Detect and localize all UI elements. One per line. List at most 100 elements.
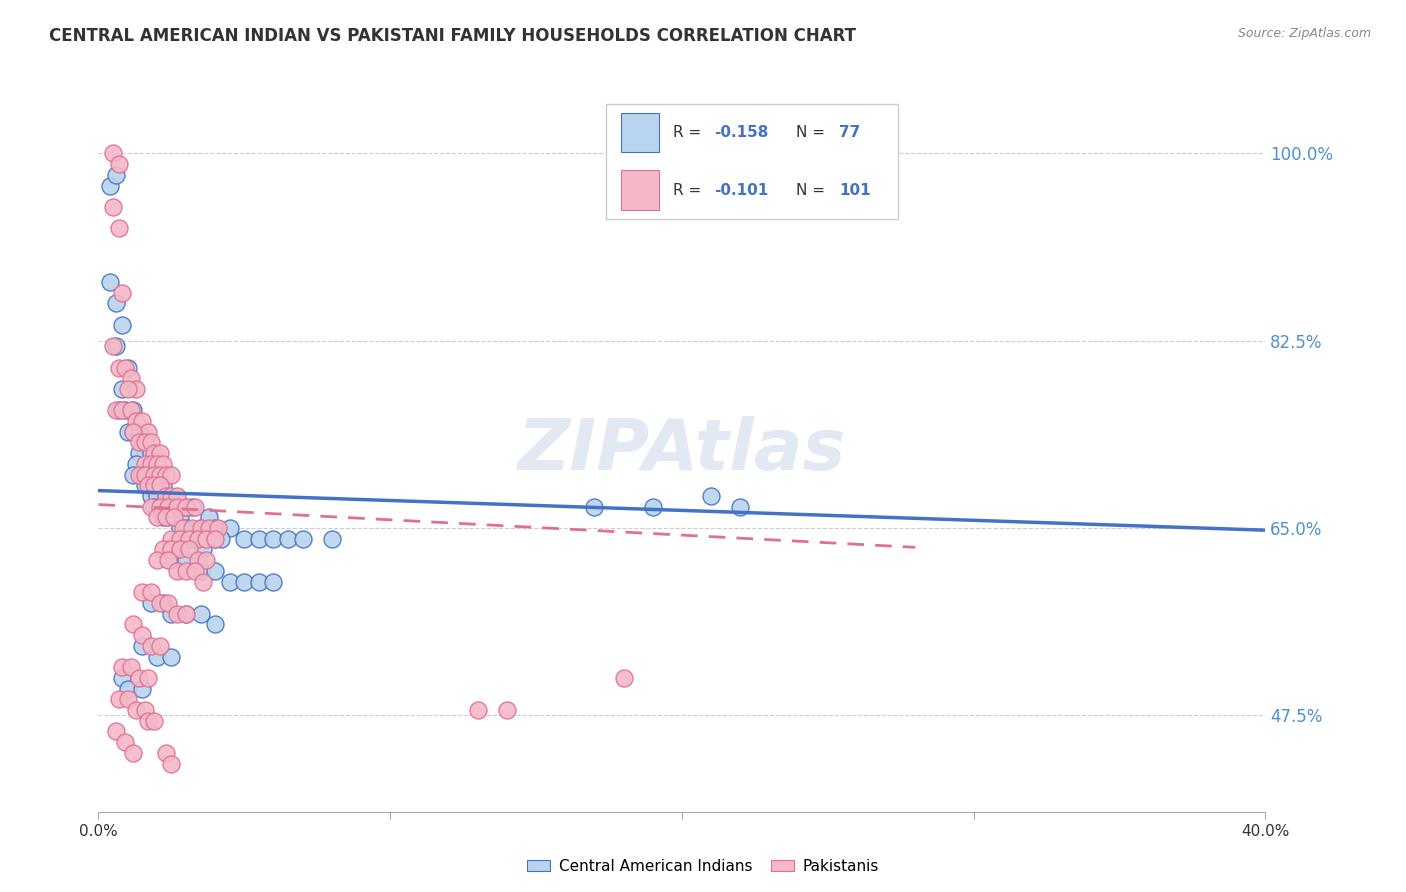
Point	[612, 671, 634, 685]
Point	[204, 532, 226, 546]
Point	[155, 746, 177, 760]
FancyBboxPatch shape	[621, 112, 658, 153]
Point	[193, 542, 215, 557]
Point	[120, 403, 142, 417]
Point	[125, 703, 148, 717]
Point	[204, 617, 226, 632]
Point	[111, 671, 134, 685]
Point	[117, 681, 139, 696]
Point	[122, 425, 145, 439]
Point	[180, 500, 202, 514]
Point	[152, 478, 174, 492]
Point	[174, 564, 197, 578]
Point	[131, 628, 153, 642]
Point	[139, 500, 162, 514]
Point	[467, 703, 489, 717]
Point	[122, 403, 145, 417]
Point	[174, 607, 197, 621]
Point	[125, 414, 148, 428]
Text: R =: R =	[672, 183, 706, 198]
Point	[104, 296, 127, 310]
Point	[193, 574, 215, 589]
Point	[117, 425, 139, 439]
Point	[190, 521, 212, 535]
Point	[146, 489, 169, 503]
Point	[104, 403, 127, 417]
Point	[155, 467, 177, 482]
Point	[128, 467, 150, 482]
FancyBboxPatch shape	[621, 170, 658, 211]
Point	[166, 607, 188, 621]
Point	[262, 532, 284, 546]
Legend: Central American Indians, Pakistanis: Central American Indians, Pakistanis	[520, 853, 886, 880]
Point	[291, 532, 314, 546]
Point	[108, 360, 131, 375]
Point	[149, 478, 172, 492]
Point	[139, 446, 162, 460]
Point	[139, 639, 162, 653]
Point	[247, 574, 270, 589]
Point	[160, 542, 183, 557]
Point	[139, 489, 162, 503]
Point	[641, 500, 664, 514]
Point	[183, 500, 205, 514]
Point	[134, 478, 156, 492]
Point	[101, 200, 124, 214]
Point	[195, 532, 218, 546]
Point	[131, 639, 153, 653]
Point	[218, 574, 240, 589]
Point	[104, 168, 127, 182]
Point	[177, 532, 200, 546]
Point	[172, 521, 194, 535]
Point	[139, 435, 162, 450]
Point	[120, 371, 142, 385]
Point	[146, 649, 169, 664]
Point	[117, 692, 139, 706]
Point	[180, 532, 202, 546]
Point	[114, 735, 136, 749]
Point	[111, 285, 134, 300]
Point	[166, 564, 188, 578]
Point	[155, 489, 177, 503]
Point	[160, 489, 183, 503]
Text: N =: N =	[796, 183, 830, 198]
Point	[149, 500, 172, 514]
Point	[160, 500, 183, 514]
Point	[233, 574, 256, 589]
Point	[149, 446, 172, 460]
Point	[163, 500, 186, 514]
Text: 101: 101	[839, 183, 872, 198]
Point	[125, 382, 148, 396]
Point	[98, 178, 121, 193]
Point	[177, 542, 200, 557]
Point	[104, 339, 127, 353]
Text: CENTRAL AMERICAN INDIAN VS PAKISTANI FAMILY HOUSEHOLDS CORRELATION CHART: CENTRAL AMERICAN INDIAN VS PAKISTANI FAM…	[49, 27, 856, 45]
Point	[218, 521, 240, 535]
Point	[104, 724, 127, 739]
Point	[152, 596, 174, 610]
Point	[160, 467, 183, 482]
Point	[114, 403, 136, 417]
Point	[146, 510, 169, 524]
Point	[122, 746, 145, 760]
Point	[187, 532, 209, 546]
Text: 77: 77	[839, 125, 860, 140]
Point	[108, 692, 131, 706]
Point	[122, 425, 145, 439]
Point	[142, 500, 165, 514]
Point	[134, 467, 156, 482]
Point	[198, 510, 221, 524]
FancyBboxPatch shape	[606, 103, 898, 219]
Point	[111, 318, 134, 332]
Point	[190, 607, 212, 621]
Point	[180, 521, 202, 535]
Point	[160, 553, 183, 567]
Point	[247, 532, 270, 546]
Point	[117, 360, 139, 375]
Point	[128, 671, 150, 685]
Point	[146, 553, 169, 567]
Point	[190, 564, 212, 578]
Point	[730, 500, 752, 514]
Point	[187, 553, 209, 567]
Point	[163, 510, 186, 524]
